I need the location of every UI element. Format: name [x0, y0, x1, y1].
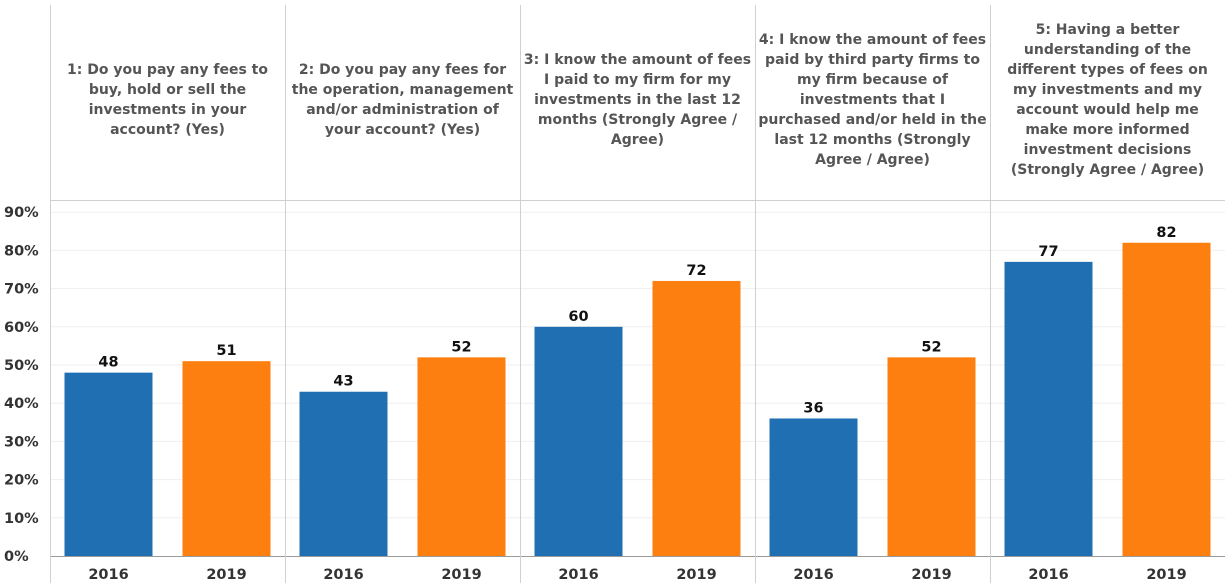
y-tick-label: 80% — [4, 243, 39, 259]
y-tick-label: 10% — [4, 511, 39, 527]
panel-title-2: 2: Do you pay any fees for the operation… — [291, 62, 514, 138]
data-label: 52 — [921, 339, 941, 355]
y-tick-label: 70% — [4, 282, 39, 298]
data-label: 43 — [333, 374, 353, 390]
x-tick-label: 2016 — [558, 567, 598, 583]
bar-2016 — [64, 372, 153, 556]
x-tick-label: 2016 — [323, 567, 363, 583]
x-tick-label: 2016 — [88, 567, 128, 583]
x-tick-label: 2019 — [206, 567, 246, 583]
x-tick-label: 2019 — [1146, 567, 1186, 583]
data-label: 52 — [451, 339, 471, 355]
data-label: 60 — [568, 309, 588, 325]
panel-title-4: 4: I know the amount of fees paid by thi… — [758, 32, 987, 168]
bar-2016 — [299, 391, 388, 556]
bar-2019 — [1122, 242, 1211, 556]
data-label: 82 — [1156, 225, 1176, 241]
y-tick-label: 40% — [4, 396, 39, 412]
panel-title-3: 3: I know the amount of fees I paid to m… — [523, 52, 752, 148]
data-label: 72 — [686, 263, 706, 279]
x-tick-label: 2019 — [676, 567, 716, 583]
data-label: 51 — [216, 343, 236, 359]
bar-2016 — [1004, 261, 1093, 556]
x-tick-label: 2016 — [1028, 567, 1068, 583]
x-tick-label: 2019 — [911, 567, 951, 583]
x-tick-label: 2019 — [441, 567, 481, 583]
bar-2019 — [887, 357, 976, 556]
y-tick-label: 20% — [4, 473, 39, 489]
panel-title-5: 5: Having a better understanding of the … — [1007, 22, 1208, 178]
y-tick-label: 50% — [4, 358, 39, 374]
bar-2016 — [534, 326, 623, 556]
bar-2019 — [652, 280, 741, 556]
y-tick-label: 30% — [4, 434, 39, 450]
bar-2019 — [182, 361, 271, 556]
x-tick-label: 2016 — [793, 567, 833, 583]
data-label: 77 — [1038, 244, 1058, 260]
bar-2016 — [769, 418, 858, 556]
y-tick-label: 0% — [4, 549, 29, 565]
data-label: 36 — [803, 400, 823, 416]
panel-title-1: 1: Do you pay any fees to buy, hold or s… — [67, 62, 268, 138]
y-tick-label: 90% — [4, 205, 39, 221]
data-label: 48 — [98, 355, 118, 371]
y-tick-label: 60% — [4, 320, 39, 336]
bar-2019 — [417, 357, 506, 556]
